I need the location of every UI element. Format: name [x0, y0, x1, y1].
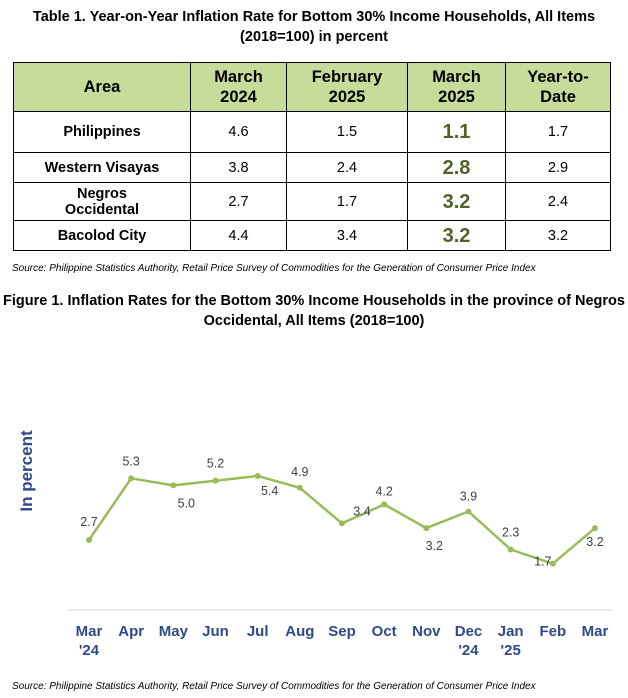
series-line-layer: [87, 474, 596, 565]
data-point: [465, 508, 472, 515]
cell-area-text: Negros Occidental: [64, 185, 140, 218]
data-label: 5.4: [261, 484, 278, 498]
data-label: 2.3: [502, 525, 519, 539]
cell-mar2024: 4.6: [190, 111, 287, 153]
data-point: [86, 536, 92, 543]
x-tick-label: Jan '25: [498, 623, 524, 659]
header-february-2025: February 2025: [286, 62, 408, 112]
series-point-layer: [86, 472, 598, 567]
table-source-note: Source: Philippine Statistics Authority,…: [12, 263, 536, 274]
cell-mar2025: 1.1: [407, 111, 506, 153]
data-point: [549, 560, 556, 567]
cell-feb2025: 1.5: [286, 111, 408, 153]
x-tick-label: Feb: [539, 623, 566, 640]
cell-mar2025: 3.2: [407, 220, 506, 251]
cell-ytd: 3.2: [505, 220, 611, 251]
cell-area: Western Visayas: [13, 152, 191, 183]
data-label: 3.9: [460, 490, 477, 504]
cell-ytd: 1.7: [505, 111, 611, 153]
x-tick-label: Oct: [372, 623, 397, 640]
x-tick-label: Jun: [202, 623, 229, 640]
x-tick-label: Aug: [285, 623, 314, 640]
data-label: 3.2: [426, 539, 443, 553]
cell-area: Philippines: [13, 111, 191, 153]
data-point: [381, 501, 388, 508]
y-axis-label: In percent: [17, 430, 36, 512]
data-point: [592, 525, 598, 532]
cell-area: Negros Occidental: [13, 182, 191, 221]
table-row: Negros Occidental 2.7 1.7 3.2 2.4: [13, 182, 611, 221]
header-march-2024: March 2024: [190, 62, 287, 112]
x-tick-label: Apr: [118, 623, 144, 640]
x-tick-label: Sep: [328, 623, 356, 640]
x-tick-label: Jul: [247, 623, 269, 640]
header-march-2025: March 2025: [407, 62, 506, 112]
cell-feb2025: 2.4: [286, 152, 408, 183]
data-point: [339, 520, 345, 527]
data-label: 4.9: [291, 465, 308, 479]
inflation-line-chart: In percent 2.7 5.3 5.0 5.2 5.4 4.9 3.4 4.2 3.2 3.…: [17, 430, 612, 659]
data-point: [296, 484, 303, 491]
x-tick-layer: Mar '24 Apr May Jun Jul Aug Sep Oct Nov Dec '24 Jan '…: [76, 623, 609, 659]
x-tick-label: Dec '24: [455, 623, 483, 659]
cell-mar2024: 3.8: [190, 152, 287, 183]
data-label: 2.7: [80, 515, 97, 529]
table-row: Bacolod City 4.4 3.4 3.2 3.2: [13, 220, 611, 251]
cell-mar2025: 2.8: [407, 152, 506, 183]
header-area: Area: [13, 62, 191, 112]
data-point: [212, 477, 219, 484]
cell-feb2025: 3.4: [286, 220, 408, 251]
data-label: 3.4: [353, 504, 370, 518]
x-tick-label: Nov: [412, 623, 441, 640]
data-label: 5.2: [207, 457, 224, 471]
x-tick-label: Mar: [582, 623, 609, 640]
data-label: 3.2: [586, 535, 603, 549]
data-label: 4.2: [375, 484, 392, 498]
table-header-row: Area March 2024 February 2025 March 2025…: [13, 62, 611, 112]
table-row: Philippines 4.6 1.5 1.1 1.7: [13, 111, 611, 153]
cell-feb2025: 1.7: [286, 182, 408, 221]
table-row: Western Visayas 3.8 2.4 2.8 2.9: [13, 152, 611, 183]
data-label-layer: 2.7 5.3 5.0 5.2 5.4 4.9 3.4 4.2 3.2 3.9 2.3 1.7 3.2: [80, 454, 603, 568]
data-point: [423, 525, 430, 532]
cell-ytd: 2.4: [505, 182, 611, 221]
table-title: Table 1. Year-on-Year Inflation Rate for…: [32, 9, 596, 45]
header-year-to-date: Year-to-Date: [505, 62, 611, 112]
figure-title: Figure 1. Inflation Rates for the Bottom…: [3, 293, 625, 329]
data-point: [507, 546, 514, 553]
x-tick-label: May: [159, 623, 189, 640]
cell-mar2025: 3.2: [407, 182, 506, 221]
cell-ytd: 2.9: [505, 152, 611, 183]
data-point: [170, 482, 177, 489]
series-line: [87, 474, 596, 565]
data-point: [254, 472, 261, 479]
cell-mar2024: 4.4: [190, 220, 287, 251]
cell-mar2024: 2.7: [190, 182, 287, 221]
figure-source-note: Source: Philippine Statistics Authority,…: [12, 681, 536, 692]
inflation-table: Area March 2024 February 2025 March 2025…: [13, 62, 611, 251]
data-point: [128, 475, 135, 482]
data-label: 5.0: [178, 496, 195, 510]
data-label: 1.7: [534, 555, 551, 569]
data-label: 5.3: [122, 454, 139, 468]
cell-area: Bacolod City: [13, 220, 191, 251]
x-tick-label: Mar '24: [76, 623, 103, 659]
